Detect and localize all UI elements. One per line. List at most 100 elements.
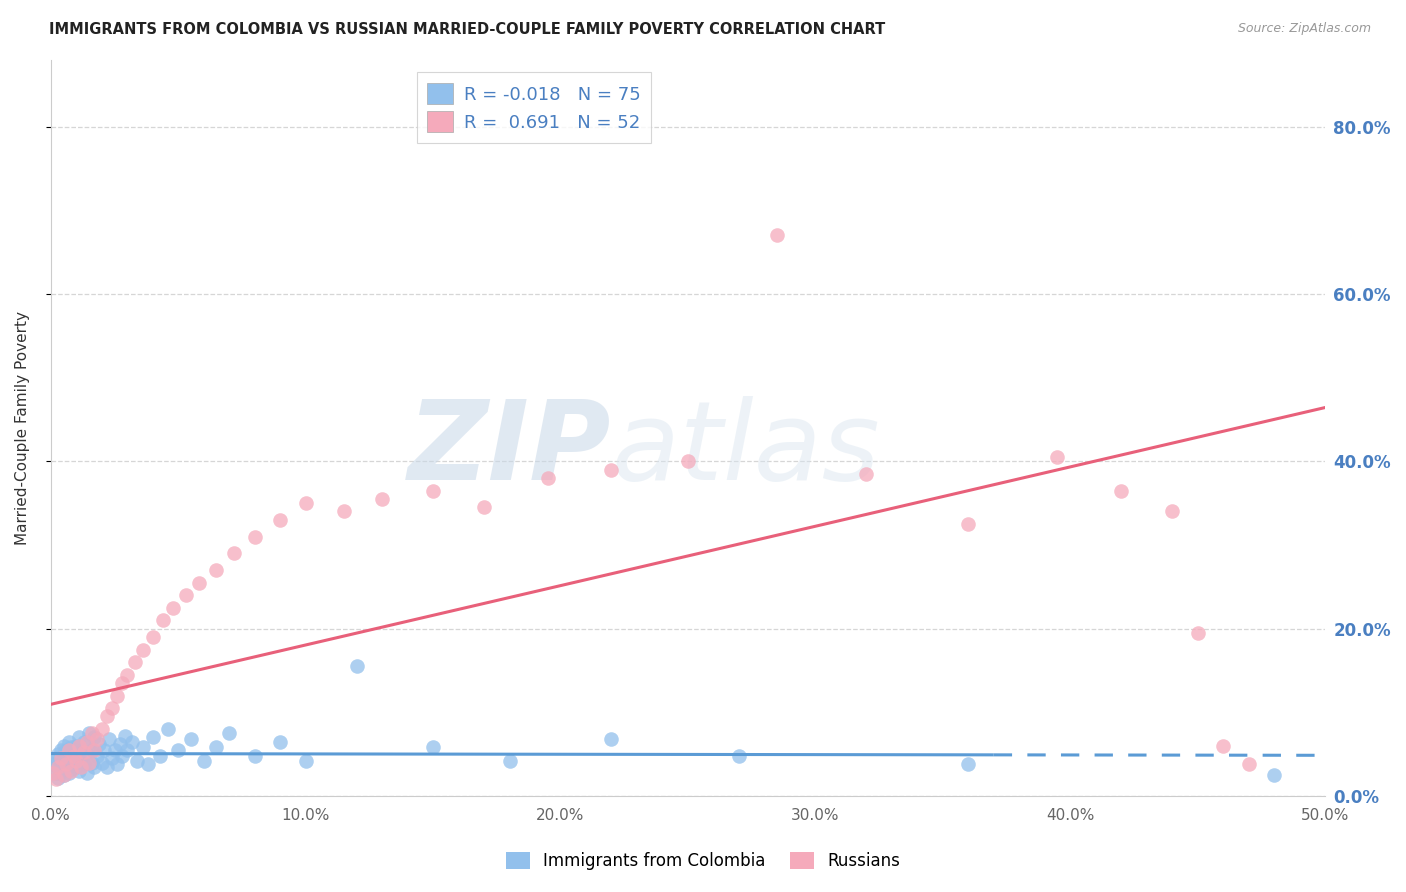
Point bbox=[60, 751, 83, 765]
Point bbox=[105, 689, 128, 703]
Legend: R = -0.018   N = 75, R =  0.691   N = 52: R = -0.018 N = 75, R = 0.691 N = 52 bbox=[416, 72, 651, 143]
Point bbox=[48, 760, 70, 774]
Point bbox=[73, 757, 96, 772]
Point bbox=[766, 228, 789, 243]
Point bbox=[70, 743, 93, 757]
Point bbox=[55, 743, 77, 757]
Text: IMMIGRANTS FROM COLOMBIA VS RUSSIAN MARRIED-COUPLE FAMILY POVERTY CORRELATION CH: IMMIGRANTS FROM COLOMBIA VS RUSSIAN MARR… bbox=[49, 22, 886, 37]
Point bbox=[90, 722, 112, 736]
Point bbox=[111, 748, 134, 763]
Point bbox=[537, 471, 560, 485]
Point bbox=[73, 746, 96, 760]
Point bbox=[48, 747, 70, 761]
Point bbox=[65, 754, 87, 768]
Point bbox=[1237, 757, 1260, 772]
Point bbox=[498, 754, 520, 768]
Point bbox=[114, 729, 136, 743]
Point bbox=[149, 748, 172, 763]
Point bbox=[60, 764, 83, 778]
Point bbox=[224, 546, 246, 560]
Point bbox=[86, 732, 108, 747]
Point bbox=[49, 751, 72, 765]
Point bbox=[243, 748, 266, 763]
Point bbox=[269, 513, 291, 527]
Point bbox=[205, 563, 228, 577]
Point bbox=[67, 739, 90, 753]
Point bbox=[1161, 504, 1184, 518]
Point bbox=[55, 754, 77, 768]
Point bbox=[136, 757, 159, 772]
Point bbox=[105, 757, 128, 772]
Point bbox=[676, 454, 699, 468]
Point bbox=[77, 739, 100, 753]
Y-axis label: Married-Couple Family Poverty: Married-Couple Family Poverty bbox=[15, 310, 30, 545]
Point bbox=[62, 748, 84, 763]
Point bbox=[76, 734, 98, 748]
Point bbox=[62, 746, 84, 760]
Point bbox=[131, 642, 153, 657]
Point bbox=[49, 743, 72, 757]
Point bbox=[957, 516, 980, 531]
Point bbox=[65, 751, 87, 765]
Point bbox=[142, 731, 165, 745]
Point bbox=[76, 765, 98, 780]
Point bbox=[77, 756, 100, 770]
Point bbox=[1046, 450, 1069, 464]
Point bbox=[103, 743, 125, 757]
Point bbox=[121, 734, 143, 748]
Point bbox=[65, 760, 87, 774]
Point bbox=[124, 655, 146, 669]
Point bbox=[1212, 739, 1234, 753]
Point bbox=[58, 743, 80, 757]
Point bbox=[42, 757, 65, 772]
Point bbox=[131, 740, 153, 755]
Point bbox=[62, 756, 84, 770]
Point bbox=[52, 768, 75, 782]
Point bbox=[294, 496, 316, 510]
Point bbox=[193, 754, 215, 768]
Point bbox=[157, 722, 180, 736]
Point bbox=[60, 762, 83, 776]
Point bbox=[90, 756, 112, 770]
Point bbox=[855, 467, 877, 481]
Point bbox=[86, 748, 108, 763]
Point bbox=[472, 500, 495, 515]
Point bbox=[80, 726, 103, 740]
Point bbox=[269, 734, 291, 748]
Point bbox=[117, 743, 139, 757]
Text: ZIP: ZIP bbox=[408, 396, 612, 503]
Point bbox=[371, 491, 394, 506]
Point bbox=[96, 760, 118, 774]
Point bbox=[52, 739, 75, 753]
Point bbox=[80, 756, 103, 770]
Point bbox=[60, 740, 83, 755]
Point bbox=[101, 701, 124, 715]
Point bbox=[422, 740, 444, 755]
Point bbox=[346, 659, 368, 673]
Point bbox=[83, 743, 105, 757]
Point bbox=[243, 530, 266, 544]
Point bbox=[89, 737, 111, 751]
Point bbox=[67, 764, 90, 778]
Point bbox=[108, 737, 131, 751]
Point bbox=[65, 739, 87, 753]
Point bbox=[93, 743, 115, 757]
Point bbox=[333, 504, 356, 518]
Point bbox=[174, 588, 197, 602]
Point bbox=[600, 732, 623, 747]
Point bbox=[96, 709, 118, 723]
Point bbox=[70, 760, 93, 774]
Point bbox=[58, 765, 80, 780]
Point bbox=[957, 757, 980, 772]
Point bbox=[1109, 483, 1132, 498]
Point bbox=[1263, 768, 1285, 782]
Point bbox=[67, 731, 90, 745]
Point bbox=[55, 757, 77, 772]
Point bbox=[187, 575, 209, 590]
Point bbox=[152, 613, 174, 627]
Point bbox=[76, 747, 98, 761]
Point bbox=[52, 768, 75, 782]
Point bbox=[728, 748, 751, 763]
Point bbox=[294, 754, 316, 768]
Point bbox=[45, 765, 67, 780]
